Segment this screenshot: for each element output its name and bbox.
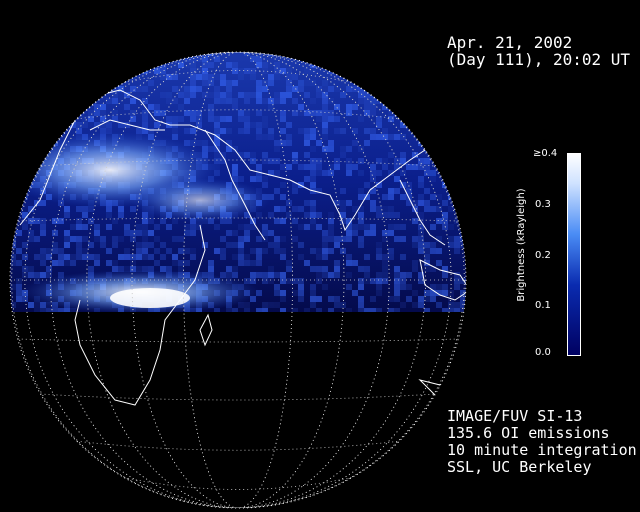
colorbar-gradient xyxy=(567,153,581,356)
date-line: Apr. 21, 2002 xyxy=(447,33,573,52)
nightside-region xyxy=(10,312,466,508)
day-time-line: (Day 111), 20:02 UT xyxy=(447,50,631,69)
colorbar-title: Brightness (kRayleigh) xyxy=(516,188,527,302)
globe-limb xyxy=(9,51,467,509)
emission-label: 135.6 OI emissions xyxy=(447,424,610,442)
integration-label: 10 minute integration xyxy=(447,441,637,459)
colorbar-frame xyxy=(567,153,581,356)
dayside-emission-map xyxy=(10,52,466,508)
colorbar-tick-0.2: 0.2 xyxy=(535,250,551,261)
colorbar-tick-max: ≥0.4 xyxy=(533,148,558,159)
credits-block: IMAGE/FUV SI-13 135.6 OI emissions 10 mi… xyxy=(447,408,637,476)
observation-date: Apr. 21, 2002 (Day 111), 20:02 UT xyxy=(447,34,630,68)
instrument-label: IMAGE/FUV SI-13 xyxy=(447,407,583,425)
institution-label: SSL, UC Berkeley xyxy=(447,458,592,476)
colorbar-tick-0.3: 0.3 xyxy=(535,199,551,210)
colorbar-tick-0.1: 0.1 xyxy=(535,300,551,311)
colorbar-tick-0.0: 0.0 xyxy=(535,347,551,358)
